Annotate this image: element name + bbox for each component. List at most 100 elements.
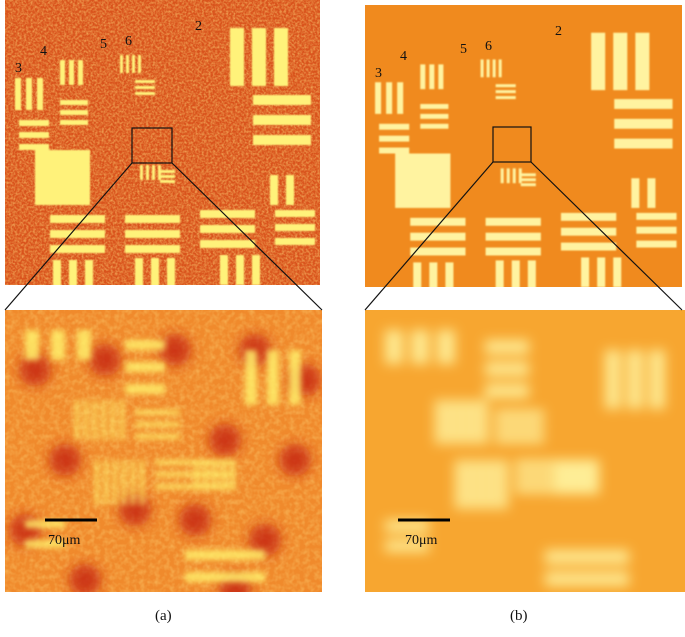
target-bar	[135, 80, 155, 83]
zoom-bar	[267, 350, 279, 405]
zoom-bar	[564, 460, 572, 494]
target-bar	[252, 28, 266, 86]
zoom-bar	[185, 550, 265, 560]
zoom-bar	[122, 460, 126, 505]
zoom-bar	[491, 460, 499, 509]
target-bar	[518, 168, 522, 184]
target-bar	[220, 255, 228, 285]
zoom-bar	[125, 340, 165, 350]
target-bar	[495, 90, 516, 94]
target-bar	[69, 60, 74, 85]
zoom-bar	[231, 460, 235, 490]
zoom-bar	[84, 400, 88, 440]
target-bar	[485, 247, 541, 256]
zoom-bar	[135, 410, 180, 415]
zoom-bar	[453, 400, 461, 444]
target-bar	[379, 147, 410, 154]
target-bar	[445, 262, 454, 287]
zoom-bar	[385, 330, 403, 364]
target-bar	[50, 215, 105, 223]
zoom-bar	[485, 340, 529, 354]
zoom-bar	[111, 400, 115, 440]
zoom-bar	[480, 400, 488, 444]
zoom-bar	[75, 400, 79, 440]
zoom-bar	[573, 460, 581, 494]
zoom-bar	[482, 460, 490, 509]
target-bar	[498, 59, 502, 78]
group-number: 6	[485, 39, 492, 54]
target-bar	[15, 78, 21, 110]
zoom-bar	[385, 540, 429, 552]
target-bar	[138, 55, 141, 73]
zoom-bar	[25, 330, 39, 360]
target-bar	[120, 55, 123, 73]
zoom-bar	[125, 384, 165, 394]
zoom-bar	[464, 460, 472, 509]
target-bar	[527, 260, 536, 287]
target-bar	[520, 178, 536, 182]
zoom-bar	[555, 460, 563, 494]
target-bar	[26, 78, 32, 110]
target-bar	[253, 135, 311, 145]
zoom-bar	[411, 330, 429, 364]
target-bar	[500, 168, 504, 184]
target-bar	[125, 215, 180, 223]
zoom-bar	[120, 400, 124, 440]
target-bar	[581, 257, 590, 287]
target-bar	[252, 255, 260, 285]
target-bar	[158, 165, 161, 180]
zoom-bar	[185, 572, 265, 582]
target-bar	[597, 257, 606, 287]
scale-bar-label: 70μm	[48, 533, 81, 548]
target-bar	[636, 212, 677, 220]
target-bar	[420, 123, 449, 129]
zoom-bar	[222, 460, 226, 490]
target-bar	[379, 135, 410, 142]
target-bar	[506, 168, 510, 184]
target-bar	[511, 260, 520, 287]
zoom-bar	[582, 460, 590, 494]
target-bar	[19, 144, 49, 150]
zoom-bar	[289, 350, 301, 405]
group-number: 4	[400, 49, 407, 64]
zoom-bar	[444, 400, 452, 444]
zoom-bar	[140, 460, 144, 505]
group-number: 6	[125, 34, 132, 49]
target-bar	[85, 260, 93, 285]
target-bar	[200, 210, 255, 218]
target-bar	[69, 260, 77, 285]
target-bar	[270, 175, 278, 205]
target-bar	[410, 217, 466, 226]
group-number: 4	[40, 44, 47, 59]
zoom-bar	[125, 362, 165, 372]
zoom-bar	[455, 460, 463, 509]
zoom-indicators	[4, 126, 683, 311]
target-bar	[560, 212, 617, 221]
target-bar	[420, 113, 449, 119]
target-bar	[636, 226, 677, 234]
target-bar	[19, 120, 49, 126]
target-bar	[375, 82, 382, 114]
group-number: 2	[555, 24, 562, 39]
zoom-bar	[113, 460, 117, 505]
target-bar	[274, 28, 288, 86]
target-bar	[485, 232, 541, 241]
target-bar	[614, 99, 673, 109]
target-bar	[275, 210, 315, 217]
target-square	[35, 150, 90, 205]
target-bar	[160, 180, 175, 183]
target-bar	[167, 258, 175, 285]
zoom-bar	[25, 540, 65, 548]
zoom-bar	[591, 460, 599, 494]
zoom-bar	[495, 434, 544, 443]
target-bar	[386, 82, 393, 114]
group-number: 5	[100, 37, 107, 52]
target-bar	[413, 262, 422, 287]
zoom-bar	[213, 460, 217, 490]
target-bar	[60, 60, 65, 85]
zoom-bar	[195, 460, 199, 490]
zoom-bar	[495, 410, 544, 419]
zoom-bar	[102, 400, 106, 440]
target-bar	[636, 240, 677, 248]
